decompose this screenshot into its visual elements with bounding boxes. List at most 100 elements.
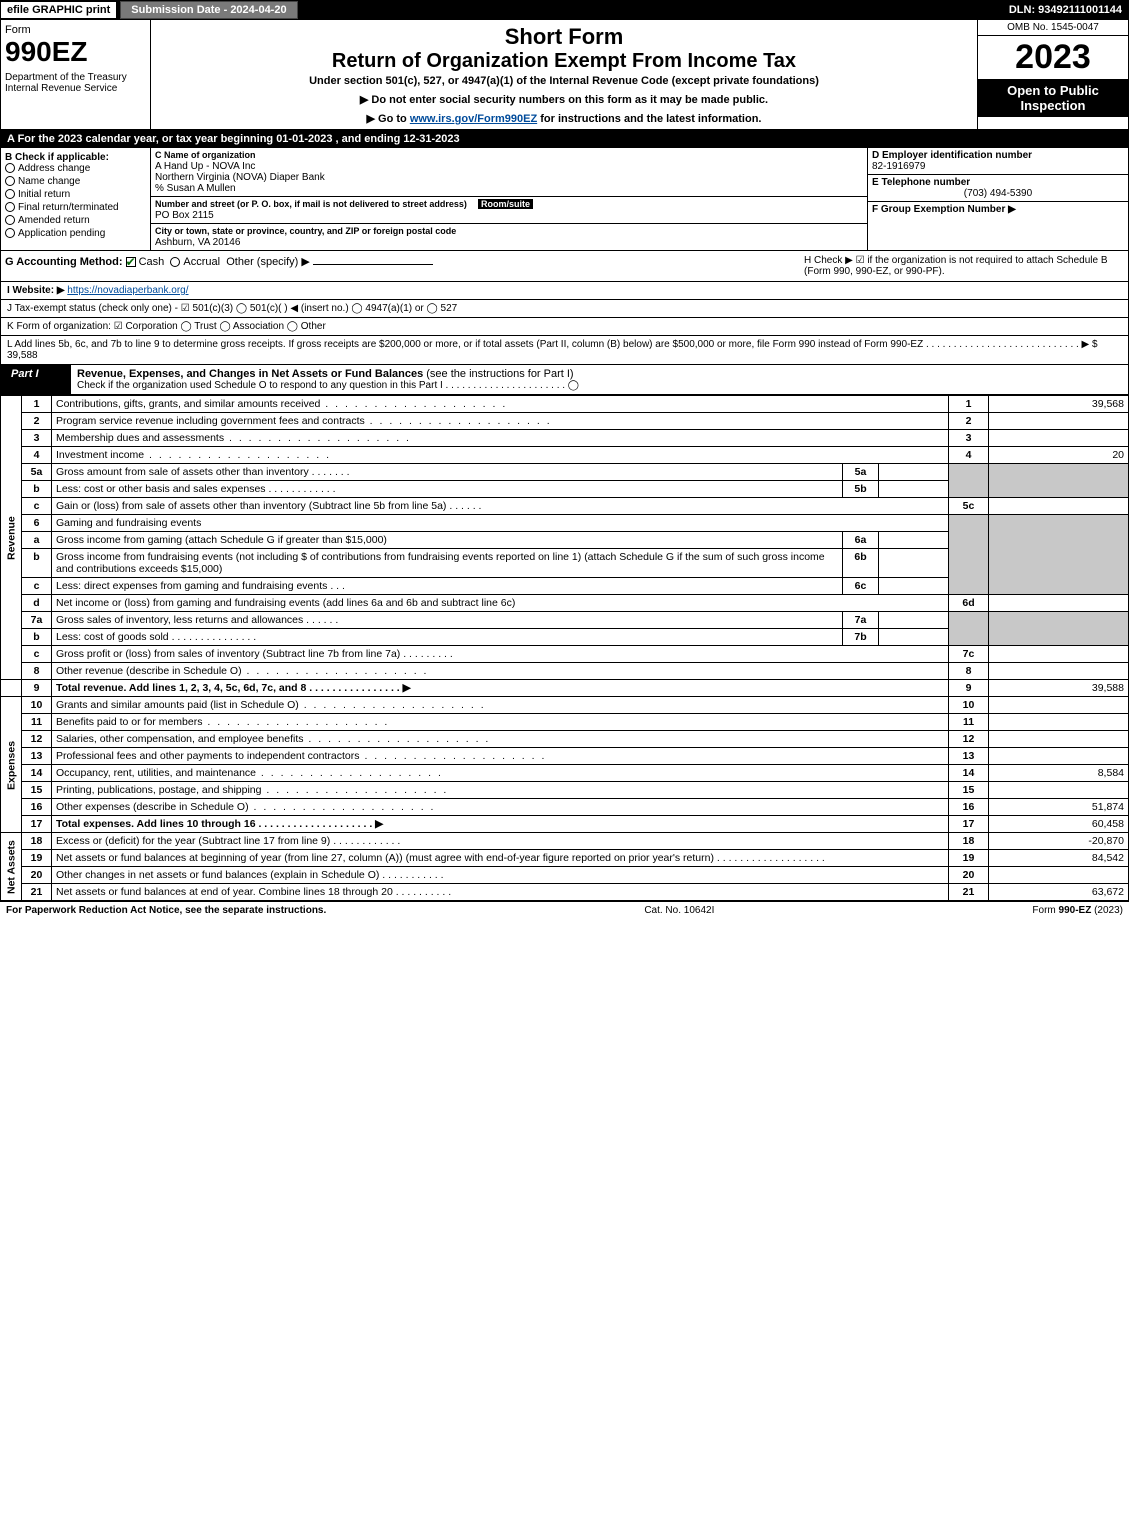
org-name-label: C Name of organization [155, 150, 256, 160]
netassets-label: Net Assets [1, 833, 22, 901]
table-row: 15 Printing, publications, postage, and … [1, 782, 1129, 799]
part1-check: Check if the organization used Schedule … [77, 380, 1122, 391]
city-label: City or town, state or province, country… [155, 226, 456, 236]
row-l-amount: 39,588 [7, 350, 38, 361]
footer-catalog: Cat. No. 10642I [326, 905, 1032, 916]
instructions-note: ▶ Go to www.irs.gov/Form990EZ for instru… [159, 112, 969, 125]
cb-final-return[interactable]: Final return/terminated [5, 202, 146, 213]
col-b-checkboxes: B Check if applicable: Address change Na… [1, 148, 151, 250]
org-city: Ashburn, VA 20146 [155, 237, 240, 248]
table-row: 4 Investment income 4 20 [1, 447, 1129, 464]
room-label: Room/suite [478, 199, 533, 209]
ein-value: 82-1916979 [872, 161, 925, 172]
row-i-website: I Website: ▶ https://novadiaperbank.org/ [0, 282, 1129, 300]
row-k-org-form: K Form of organization: ☑ Corporation ◯ … [0, 318, 1129, 336]
ein-block: D Employer identification number 82-1916… [868, 148, 1128, 175]
row-l-text: L Add lines 5b, 6c, and 7b to line 9 to … [7, 339, 1098, 350]
block-bcdef: B Check if applicable: Address change Na… [0, 148, 1129, 251]
g-label: G Accounting Method: [5, 256, 123, 268]
group-exemption-block: F Group Exemption Number ▶ [868, 202, 1128, 217]
table-row: 11 Benefits paid to or for members 11 [1, 714, 1129, 731]
table-row: d Net income or (loss) from gaming and f… [1, 595, 1129, 612]
table-row: 12 Salaries, other compensation, and emp… [1, 731, 1129, 748]
form-header: Form 990EZ Department of the Treasury In… [0, 20, 1129, 130]
header-left: Form 990EZ Department of the Treasury In… [1, 20, 151, 129]
header-center: Short Form Return of Organization Exempt… [151, 20, 978, 129]
expenses-label: Expenses [1, 697, 22, 833]
department: Department of the Treasury Internal Reve… [5, 72, 146, 94]
accounting-method: G Accounting Method: Cash Accrual Other … [5, 255, 804, 277]
cb-name-change[interactable]: Name change [5, 176, 146, 187]
open-inspection: Open to Public Inspection [978, 79, 1128, 117]
header-right: OMB No. 1545-0047 2023 Open to Public In… [978, 20, 1128, 129]
other-method-input[interactable] [313, 264, 433, 265]
website-label: I Website: ▶ [7, 285, 65, 296]
table-row: 9 Total revenue. Add lines 1, 2, 3, 4, 5… [1, 680, 1129, 697]
tax-year: 2023 [978, 36, 1128, 79]
col-b-title: B Check if applicable: [5, 152, 146, 163]
form-subtitle: Under section 501(c), 527, or 4947(a)(1)… [159, 75, 969, 87]
website-link[interactable]: https://novadiaperbank.org/ [67, 285, 188, 296]
org-name-1: A Hand Up - NOVA Inc [155, 161, 255, 172]
cb-amended-return[interactable]: Amended return [5, 215, 146, 226]
top-bar: efile GRAPHIC print Submission Date - 20… [0, 0, 1129, 20]
cb-accrual[interactable] [170, 257, 180, 267]
phone-label: E Telephone number [872, 177, 970, 188]
addr-label: Number and street (or P. O. box, if mail… [155, 199, 467, 209]
table-row: Revenue 1 Contributions, gifts, grants, … [1, 396, 1129, 413]
omb-number: OMB No. 1545-0047 [978, 20, 1128, 36]
table-row: 8 Other revenue (describe in Schedule O)… [1, 663, 1129, 680]
table-row: 16 Other expenses (describe in Schedule … [1, 799, 1129, 816]
table-row: 14 Occupancy, rent, utilities, and maint… [1, 765, 1129, 782]
org-address-block: Number and street (or P. O. box, if mail… [151, 197, 867, 224]
table-row: c Gain or (loss) from sale of assets oth… [1, 498, 1129, 515]
part1-tag: Part I [1, 365, 71, 394]
form-word: Form [5, 24, 146, 36]
table-row: 6 Gaming and fundraising events [1, 515, 1129, 532]
org-name-2: Northern Virginia (NOVA) Diaper Bank [155, 172, 325, 183]
row-a-tax-year: A For the 2023 calendar year, or tax yea… [0, 130, 1129, 148]
col-def: D Employer identification number 82-1916… [868, 148, 1128, 250]
table-row: 2 Program service revenue including gove… [1, 413, 1129, 430]
table-row: 5a Gross amount from sale of assets othe… [1, 464, 1129, 481]
note2-pre: ▶ Go to [367, 113, 410, 125]
footer-left: For Paperwork Reduction Act Notice, see … [6, 905, 326, 916]
group-exemption-label: F Group Exemption Number ▶ [872, 204, 1016, 215]
form-number: 990EZ [5, 36, 146, 68]
dln: DLN: 93492111001144 [1003, 2, 1128, 18]
table-row: Expenses 10 Grants and similar amounts p… [1, 697, 1129, 714]
row-gh: G Accounting Method: Cash Accrual Other … [0, 251, 1129, 282]
table-row: 7a Gross sales of inventory, less return… [1, 612, 1129, 629]
page-footer: For Paperwork Reduction Act Notice, see … [0, 901, 1129, 919]
short-form-title: Short Form [159, 24, 969, 50]
part1-table: Revenue 1 Contributions, gifts, grants, … [0, 395, 1129, 901]
table-row: 19 Net assets or fund balances at beginn… [1, 850, 1129, 867]
cb-address-change[interactable]: Address change [5, 163, 146, 174]
table-row: 17 Total expenses. Add lines 10 through … [1, 816, 1129, 833]
note2-post: for instructions and the latest informat… [537, 113, 761, 125]
ssn-note: ▶ Do not enter social security numbers o… [159, 93, 969, 106]
col-c-org-info: C Name of organization A Hand Up - NOVA … [151, 148, 868, 250]
form-title: Return of Organization Exempt From Incom… [159, 50, 969, 73]
table-row: 20 Other changes in net assets or fund b… [1, 867, 1129, 884]
table-row: Net Assets 18 Excess or (deficit) for th… [1, 833, 1129, 850]
efile-label[interactable]: efile GRAPHIC print [1, 2, 116, 18]
row-l-gross-receipts: L Add lines 5b, 6c, and 7b to line 9 to … [0, 336, 1129, 365]
part1-header: Part I Revenue, Expenses, and Changes in… [0, 365, 1129, 395]
revenue-label: Revenue [1, 396, 22, 680]
h-text: H Check ▶ ☑ if the organization is not r… [804, 255, 1108, 277]
org-city-block: City or town, state or province, country… [151, 224, 867, 250]
footer-form-ref: Form 990-EZ (2023) [1032, 905, 1123, 916]
schedule-b-check: H Check ▶ ☑ if the organization is not r… [804, 255, 1124, 277]
ein-label: D Employer identification number [872, 150, 1032, 161]
table-row: 13 Professional fees and other payments … [1, 748, 1129, 765]
cb-initial-return[interactable]: Initial return [5, 189, 146, 200]
cb-application-pending[interactable]: Application pending [5, 228, 146, 239]
instructions-link[interactable]: www.irs.gov/Form990EZ [410, 113, 537, 125]
phone-block: E Telephone number (703) 494-5390 [868, 175, 1128, 202]
cb-cash[interactable] [126, 257, 136, 267]
org-name-3: % Susan A Mullen [155, 183, 236, 194]
submission-date: Submission Date - 2024-04-20 [120, 1, 297, 19]
phone-value: (703) 494-5390 [872, 188, 1124, 199]
table-row: 3 Membership dues and assessments 3 [1, 430, 1129, 447]
